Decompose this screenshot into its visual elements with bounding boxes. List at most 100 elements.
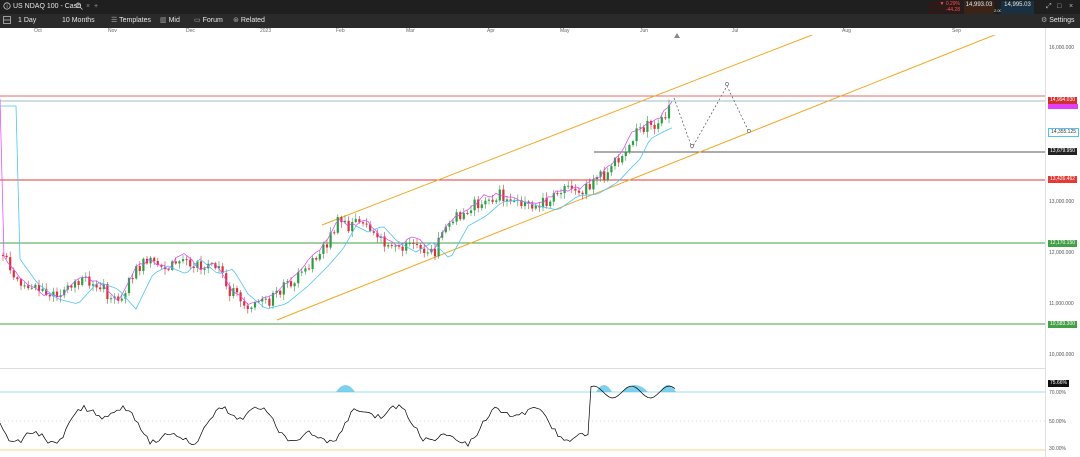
candle-body	[178, 261, 181, 264]
ma-fast-line	[0, 98, 673, 306]
month-label: Jun	[640, 28, 649, 34]
candle-body	[379, 236, 383, 238]
current-price-tag: 14,994.030	[1048, 97, 1078, 104]
rsi-chart[interactable]	[0, 370, 1045, 457]
candle-body	[502, 189, 505, 202]
search-icon[interactable]	[75, 0, 83, 14]
projection-line	[673, 85, 750, 149]
add-tab-icon[interactable]: +	[94, 3, 99, 10]
candle-body	[228, 286, 231, 297]
chart-toolbar: 1 Day 10 Months ☰ Templates ▥ Mid ▭ Foru…	[0, 14, 1080, 28]
candle-body	[135, 266, 138, 279]
candle-body	[441, 232, 444, 238]
candle-body	[595, 176, 599, 180]
candle-body	[329, 232, 332, 248]
close-icon[interactable]: ×	[86, 3, 91, 10]
candle-body	[369, 224, 372, 232]
candle-body	[527, 201, 530, 204]
price-chart[interactable]	[0, 35, 1045, 365]
sell-price-button[interactable]: 14,993.03	[964, 1, 994, 14]
price-label: 11,000.000	[1049, 301, 1074, 307]
candle-body	[642, 127, 645, 132]
candle-body	[73, 281, 77, 288]
candle-body	[653, 124, 656, 129]
expand-icon[interactable]: ⤢	[1046, 3, 1052, 10]
candle-body	[311, 257, 314, 270]
green-level-tag: 10,583.300	[1048, 321, 1078, 328]
candle-body	[649, 120, 653, 125]
candle-body	[192, 266, 195, 268]
buy-price-button[interactable]: 14,995.03	[1001, 1, 1034, 14]
candle-body	[250, 307, 253, 309]
close-window-icon[interactable]: ×	[1069, 3, 1074, 10]
projection-point	[690, 144, 694, 148]
candle-body	[30, 287, 33, 289]
candle-body	[466, 212, 469, 214]
candle-body	[5, 255, 8, 258]
candle-body	[610, 166, 613, 173]
candle-body	[196, 261, 199, 268]
price-type-button[interactable]: ▥ Mid	[160, 14, 180, 28]
candle-body	[570, 185, 573, 189]
candle-body	[459, 212, 462, 220]
candle-body	[160, 265, 163, 267]
projection-point	[747, 129, 751, 133]
green-level-tag: 12,170.150	[1048, 240, 1078, 247]
candle-body	[613, 157, 617, 167]
candle-body	[210, 263, 213, 265]
candle-body	[48, 295, 51, 297]
change-points: -44.28	[945, 7, 960, 13]
rsi-label: 70.00%	[1049, 390, 1066, 396]
candle-body	[153, 257, 156, 262]
interval-selector[interactable]: 1 Day	[18, 17, 37, 24]
candle-body	[95, 284, 98, 288]
candle-body	[102, 283, 105, 290]
range-selector[interactable]: 10 Months	[62, 17, 95, 24]
candlesticks	[1, 99, 671, 314]
candle-body	[559, 193, 563, 195]
moving-averages	[0, 98, 673, 310]
candle-body	[657, 123, 660, 129]
price-axis[interactable]: 16,000.000 13,000.000 12,000.000 11,000.…	[1045, 28, 1080, 457]
candle-body	[387, 245, 390, 247]
candle-body	[444, 226, 447, 233]
candle-body	[437, 237, 440, 257]
pane-divider[interactable]	[0, 368, 1045, 369]
candle-body	[239, 292, 242, 302]
candle-body	[257, 301, 260, 303]
candle-body	[469, 210, 473, 214]
candle-body	[480, 204, 483, 209]
candle-body	[606, 172, 609, 181]
time-navigator-marker[interactable]	[674, 33, 680, 38]
candle-body	[397, 245, 401, 247]
candle-body	[16, 277, 19, 280]
candle-body	[293, 283, 296, 287]
candle-body	[271, 292, 275, 306]
candle-body	[376, 232, 379, 238]
month-label: Dec	[186, 28, 195, 34]
candle-body	[624, 152, 627, 157]
candle-body	[365, 223, 368, 225]
candle-body	[304, 268, 307, 272]
channel-lower-line	[276, 35, 996, 321]
maximize-icon[interactable]: □	[1057, 3, 1062, 10]
candle-body	[585, 183, 588, 195]
templates-button[interactable]: ☰ Templates	[111, 14, 151, 28]
ma-slow-tag: 14,355.125	[1048, 128, 1080, 137]
candle-body	[246, 305, 249, 309]
candle-body	[124, 293, 127, 299]
rsi-label: 30.00%	[1049, 446, 1066, 452]
sell-price: 14,993.03	[965, 2, 993, 8]
layout-icon[interactable]	[3, 14, 11, 28]
related-button[interactable]: ⊛ Related	[233, 14, 265, 28]
forum-button[interactable]: ▭ Forum	[194, 14, 223, 28]
candle-body	[552, 193, 555, 202]
settings-button[interactable]: ⚙ Settings	[1041, 14, 1075, 28]
instrument-title[interactable]: US NDAQ 100 - Cash	[13, 3, 82, 10]
candle-body	[41, 288, 44, 291]
rsi-overbought-fill	[596, 385, 612, 392]
instrument-icon: i	[3, 0, 11, 14]
candle-body	[333, 232, 336, 234]
candle-body	[628, 144, 631, 153]
month-label: Apr	[487, 28, 495, 34]
